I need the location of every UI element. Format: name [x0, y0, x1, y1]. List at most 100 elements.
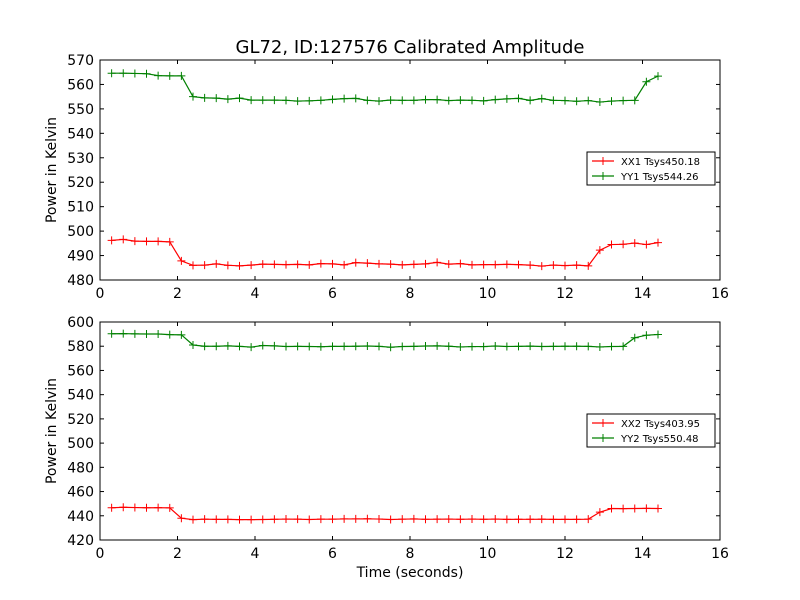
x-tick-label: 8 — [406, 546, 415, 562]
data-point-marker — [642, 240, 651, 249]
data-point-marker — [130, 503, 139, 512]
data-point-marker — [468, 96, 476, 105]
data-point-marker — [479, 342, 488, 351]
data-point-marker — [537, 262, 546, 271]
y-tick-label: 530 — [67, 151, 94, 167]
data-point-marker — [456, 259, 465, 268]
data-point-marker — [456, 515, 465, 524]
data-point-marker — [177, 71, 186, 80]
data-point-marker — [363, 341, 372, 350]
y-tick-label: 420 — [67, 533, 94, 549]
data-point-marker — [212, 342, 221, 351]
data-point-marker — [561, 96, 569, 105]
data-point-marker — [572, 342, 581, 351]
data-point-marker — [200, 515, 209, 524]
data-point-marker — [654, 330, 662, 339]
data-point-marker — [514, 260, 523, 269]
data-point-marker — [526, 342, 535, 351]
data-point-marker — [305, 342, 314, 351]
data-point-marker — [398, 96, 407, 105]
data-point-marker — [549, 96, 558, 105]
y-tick-label: 440 — [67, 509, 94, 525]
data-point-marker — [468, 515, 476, 524]
data-point-marker — [351, 514, 360, 523]
data-point-marker — [316, 515, 325, 524]
legend-marker — [599, 172, 607, 180]
data-point-marker — [502, 515, 511, 524]
x-tick-label: 8 — [406, 286, 415, 302]
data-point-marker — [444, 260, 453, 269]
data-point-marker — [386, 343, 395, 352]
y-tick-label: 520 — [67, 175, 94, 191]
data-point-marker — [258, 515, 267, 524]
data-point-marker — [247, 343, 256, 352]
data-point-marker — [235, 94, 244, 103]
legend-entry-label: YY2 Tsys550.48 — [620, 434, 699, 445]
data-point-marker — [433, 341, 442, 350]
legend-entry-label: XX2 Tsys403.95 — [621, 419, 700, 430]
data-point-marker — [282, 342, 290, 351]
legend: XX1 Tsys450.18 YY1 Tsys544.26 — [586, 151, 716, 186]
data-point-marker — [258, 341, 267, 350]
data-point-marker — [444, 342, 453, 351]
x-tick-label: 10 — [479, 546, 497, 562]
data-point-marker — [235, 515, 244, 524]
data-point-marker — [328, 342, 337, 351]
y-tick-label: 540 — [67, 388, 94, 404]
data-point-marker — [235, 342, 244, 351]
data-point-marker — [526, 261, 535, 270]
data-point-marker — [514, 342, 523, 351]
data-point-marker — [584, 515, 593, 524]
data-point-marker — [584, 261, 593, 270]
y-tick-label: 460 — [67, 485, 94, 501]
legend-marker — [599, 419, 607, 427]
data-point-marker — [537, 94, 546, 103]
data-point-marker — [119, 69, 128, 78]
data-point-marker — [409, 96, 418, 105]
data-point-marker — [293, 97, 302, 106]
y-tick-label: 560 — [67, 77, 94, 93]
data-point-marker — [433, 258, 442, 267]
data-point-marker — [433, 95, 442, 104]
data-point-marker — [386, 96, 395, 105]
data-point-marker — [107, 329, 116, 338]
data-point-marker — [642, 331, 651, 340]
data-point-marker — [142, 329, 151, 338]
data-point-marker — [444, 515, 453, 524]
data-point-marker — [409, 342, 418, 351]
data-point-marker — [421, 341, 430, 350]
data-point-marker — [561, 342, 569, 351]
data-point-marker — [305, 96, 314, 105]
data-point-marker — [654, 504, 662, 513]
data-point-marker — [595, 246, 604, 255]
data-point-marker — [421, 259, 430, 268]
data-point-marker — [154, 237, 163, 246]
data-point-marker — [165, 71, 174, 80]
data-point-marker — [468, 260, 476, 269]
y-tick-label: 580 — [67, 339, 94, 355]
x-tick-label: 6 — [328, 546, 337, 562]
legend-marker — [599, 157, 607, 165]
legend-box — [586, 151, 716, 186]
data-point-marker — [572, 515, 581, 524]
data-point-marker — [584, 342, 593, 351]
data-point-marker — [607, 342, 616, 351]
y-tick-label: 510 — [67, 200, 94, 216]
data-point-marker — [235, 261, 244, 270]
data-point-marker — [351, 342, 360, 351]
data-point-marker — [119, 503, 128, 512]
data-point-marker — [189, 341, 197, 350]
data-point-marker — [584, 96, 593, 105]
legend-entry-label: XX1 Tsys450.18 — [621, 157, 700, 168]
data-point-marker — [130, 237, 139, 246]
data-point-marker — [247, 96, 256, 105]
legend: XX2 Tsys403.95 YY2 Tsys550.48 — [586, 413, 716, 448]
data-point-marker — [375, 97, 383, 106]
data-point-marker — [223, 341, 232, 350]
chart-title: GL72, ID:127576 Calibrated Amplitude — [236, 37, 585, 58]
data-point-marker — [177, 256, 186, 265]
y-axis-label: Power in Kelvin — [44, 117, 60, 223]
data-point-marker — [526, 515, 535, 524]
data-point-marker — [142, 503, 151, 512]
y-tick-label: 480 — [67, 460, 94, 476]
